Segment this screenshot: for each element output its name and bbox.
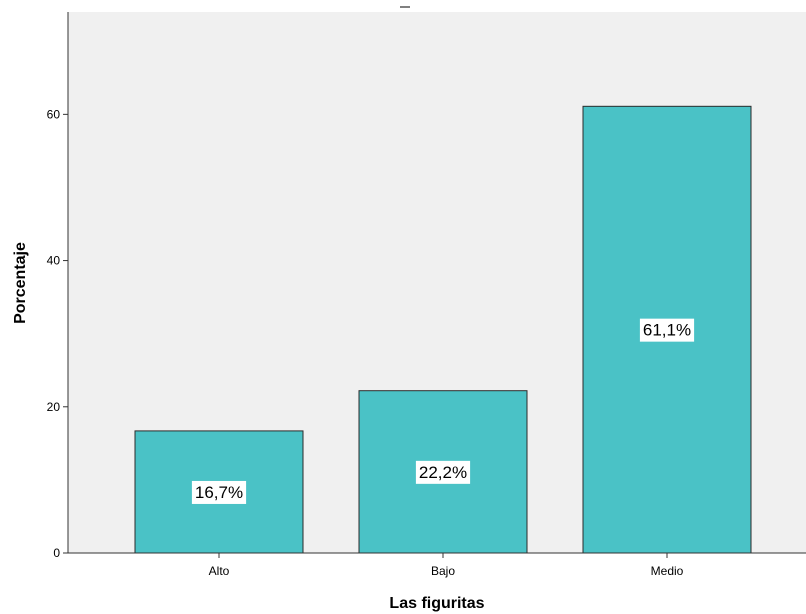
y-tick-label-40: 40 — [47, 254, 61, 268]
data-label-alto: 16,7% — [195, 483, 243, 502]
data-label-box-bajo — [415, 460, 471, 484]
x-tick-label-bajo: Bajo — [431, 564, 455, 578]
y-axis-title: Porcentaje — [12, 242, 29, 324]
y-tick-label-60: 60 — [47, 107, 61, 121]
data-label-bajo: 22,2% — [419, 463, 467, 482]
x-tick-label-alto: Alto — [209, 564, 230, 578]
y-ticks-layer: 0 20 40 60 — [47, 107, 68, 560]
data-labels-layer: 16,7% 22,2% 61,1% — [191, 318, 695, 504]
data-label-box-medio — [639, 318, 695, 342]
y-tick-label-0: 0 — [53, 546, 60, 560]
y-tick-label-20: 20 — [47, 400, 61, 414]
x-ticks-layer: Alto Bajo Medio — [209, 553, 684, 578]
x-tick-label-medio: Medio — [651, 564, 684, 578]
x-axis-title: Las figuritas — [389, 595, 484, 612]
data-label-medio: 61,1% — [643, 321, 691, 340]
data-label-box-alto — [191, 480, 247, 504]
